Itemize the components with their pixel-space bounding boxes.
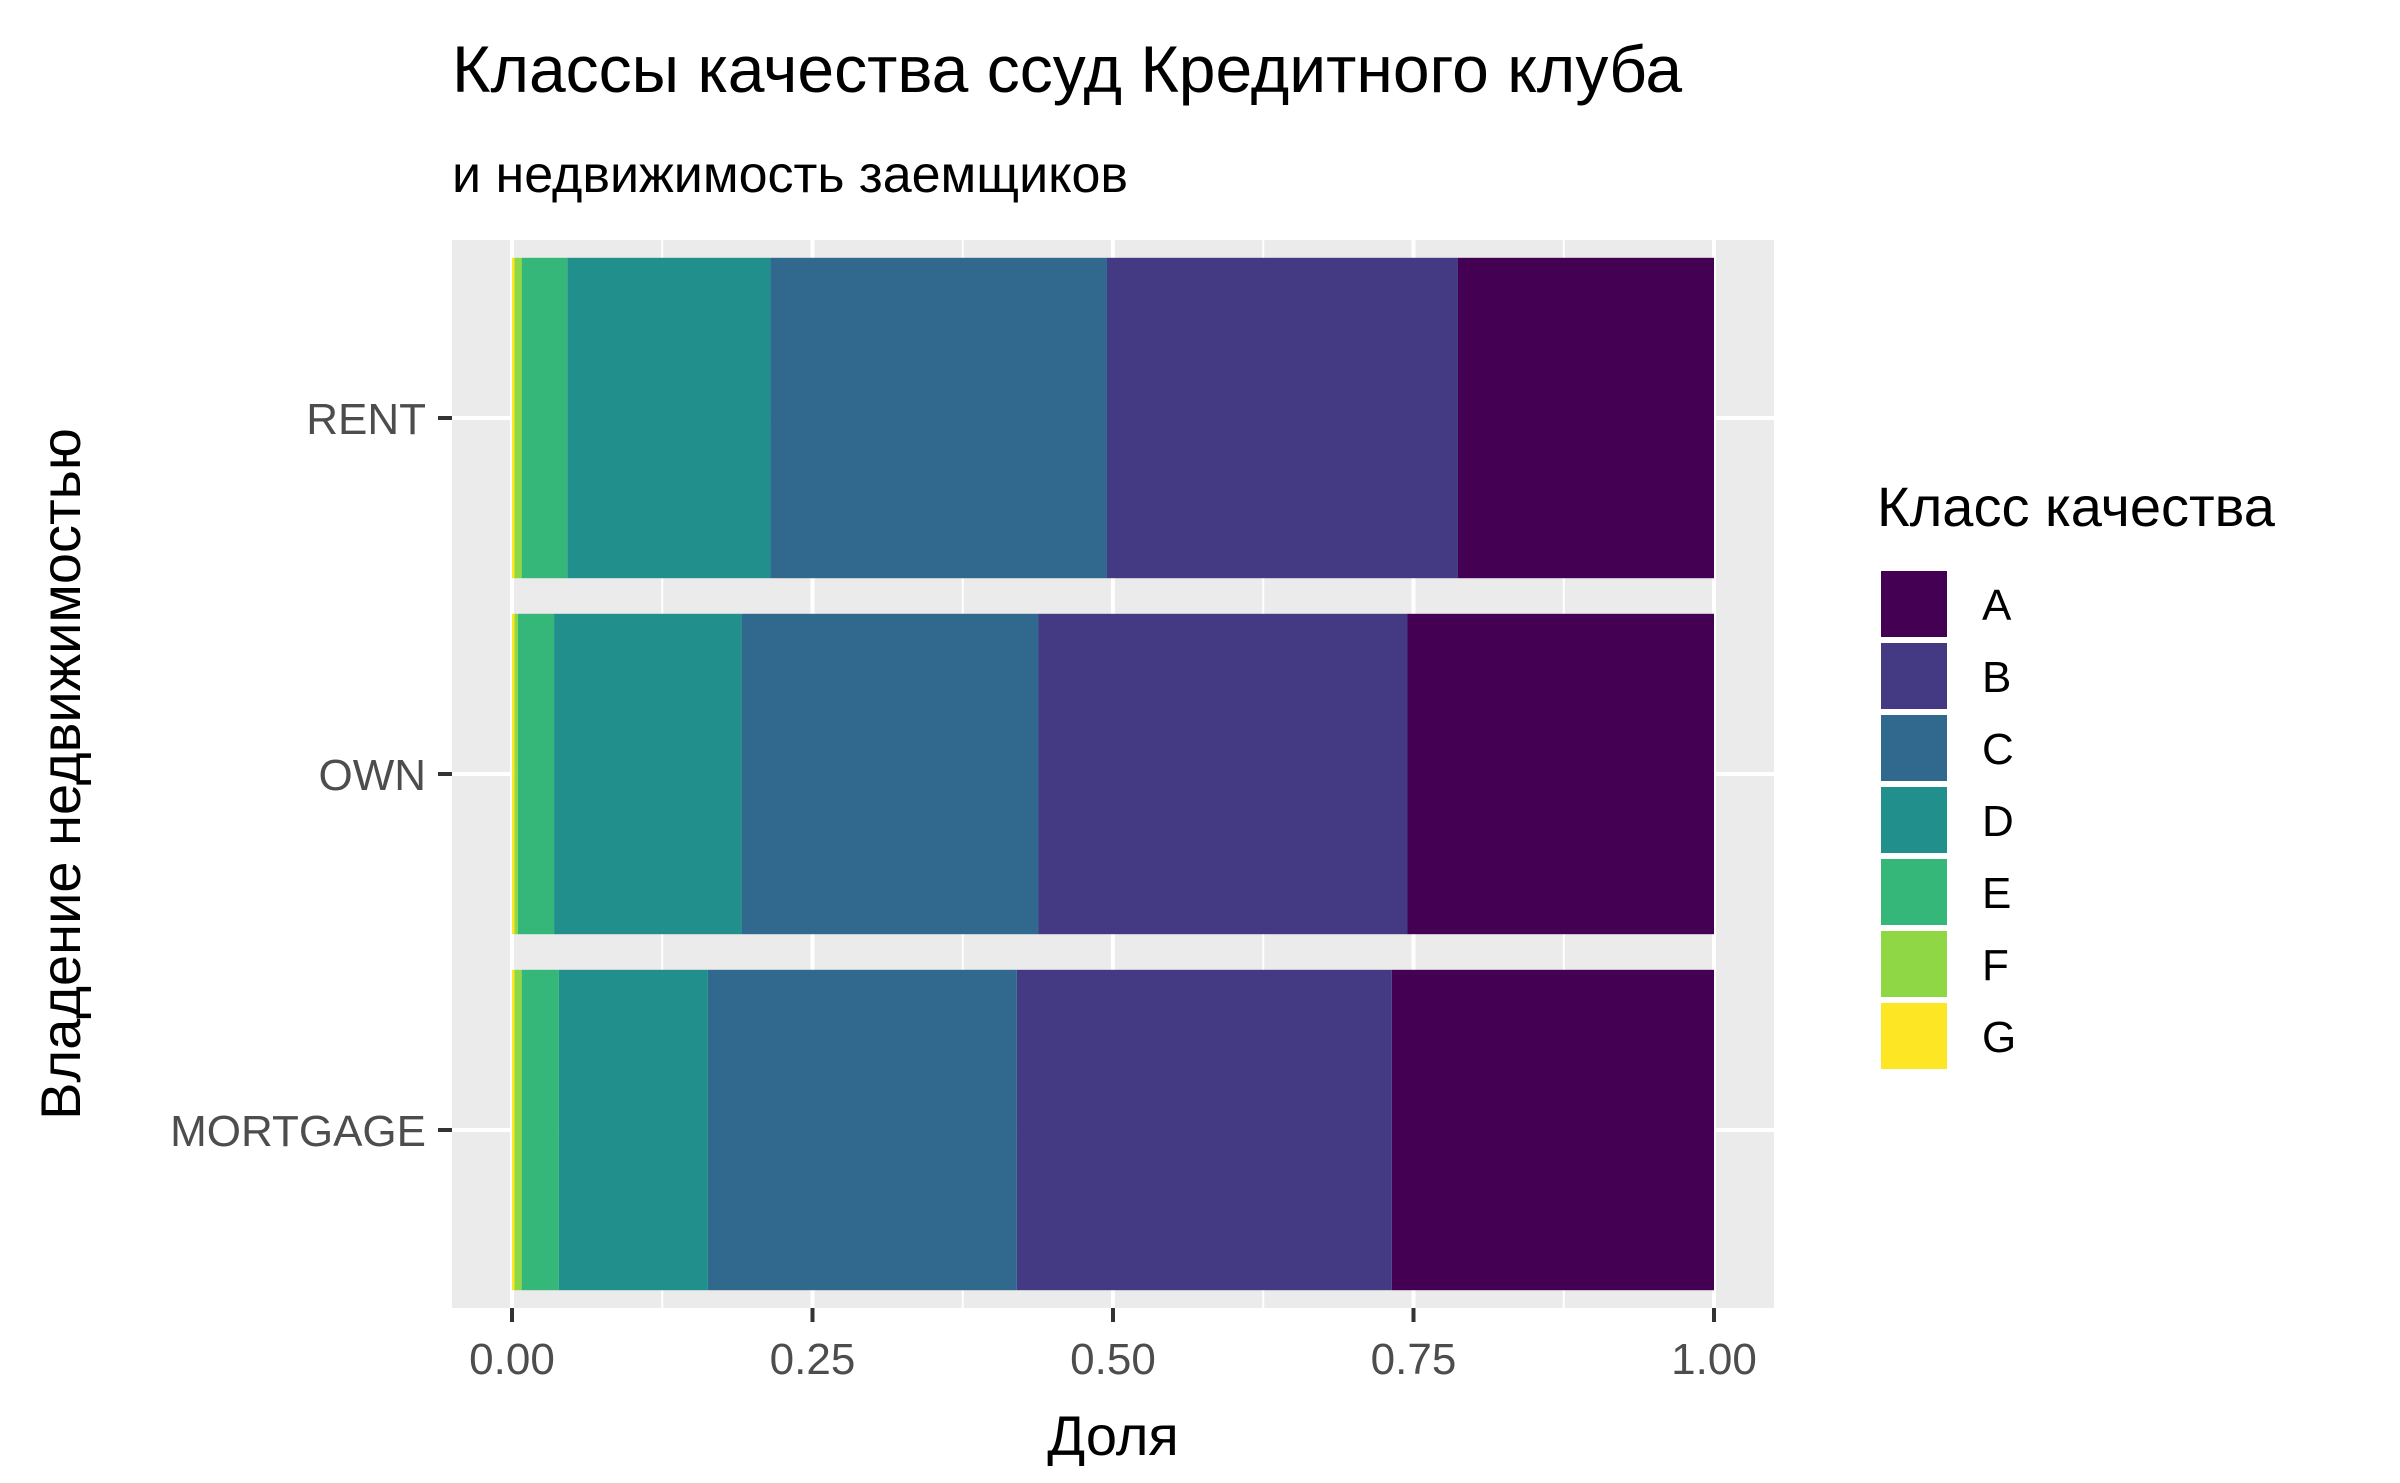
legend-key-a [1879,569,1949,639]
bar-own-g [512,613,515,935]
bar-mortgage-b [1016,969,1392,1291]
bar-mortgage-f [514,969,522,1291]
x-axis-title: Доля [1047,1404,1178,1467]
legend-label-f: F [1982,941,2009,990]
bar-mortgage-d [558,969,708,1291]
bar-own-b [1038,613,1408,935]
bar-rent-g [512,257,515,579]
bar-mortgage-g [512,969,515,1291]
legend-label-d: D [1982,797,2014,846]
legend-label-c: C [1982,725,2014,774]
x-axis: 0.00 0.25 0.50 0.75 1.00 [469,1308,1757,1384]
bar-mortgage-c [707,969,1017,1291]
y-tick-label: RENT [306,395,426,444]
y-tick-label: MORTGAGE [170,1107,426,1156]
bar-rent-d [567,257,771,579]
bar-own-c [741,613,1039,935]
bar-rent-e [521,257,568,579]
bars [512,257,1714,1291]
chart-subtitle: и недвижимость заемщиков [452,146,1128,204]
y-tick-label: OWN [318,751,426,800]
legend-key-b [1879,641,1949,711]
bar-mortgage-a [1391,969,1714,1291]
x-tick-label: 0.25 [770,1335,856,1384]
x-tick-label: 0.75 [1371,1335,1457,1384]
bar-own-d [554,613,742,935]
bar-rent-a [1457,257,1714,579]
x-tick-label: 1.00 [1671,1335,1757,1384]
y-axis-title: Владение недвижимостью [29,428,92,1120]
bar-own-f [514,613,519,935]
bar-mortgage-e [521,969,559,1291]
legend-key-c [1879,713,1949,783]
legend-label-a: A [1982,581,2012,630]
legend-key-d [1879,785,1949,855]
legend-label-g: G [1982,1013,2016,1062]
bar-rent-c [770,257,1107,579]
legend-title: Класс качества [1877,475,2276,538]
legend-label-b: B [1982,653,2011,702]
x-tick-label: 0.00 [469,1335,555,1384]
bar-own-e [518,613,555,935]
legend-label-e: E [1982,869,2011,918]
chart-title: Классы качества ссуд Кредитного клуба [452,32,1682,106]
legend-key-e [1879,857,1949,927]
bar-own-a [1407,613,1714,935]
bar-rent-f [514,257,522,579]
bar-rent-b [1106,257,1458,579]
legend-key-g [1879,1001,1949,1071]
legend-key-f [1879,929,1949,999]
y-axis: RENT OWN MORTGAGE [170,395,452,1156]
x-tick-label: 0.50 [1070,1335,1156,1384]
